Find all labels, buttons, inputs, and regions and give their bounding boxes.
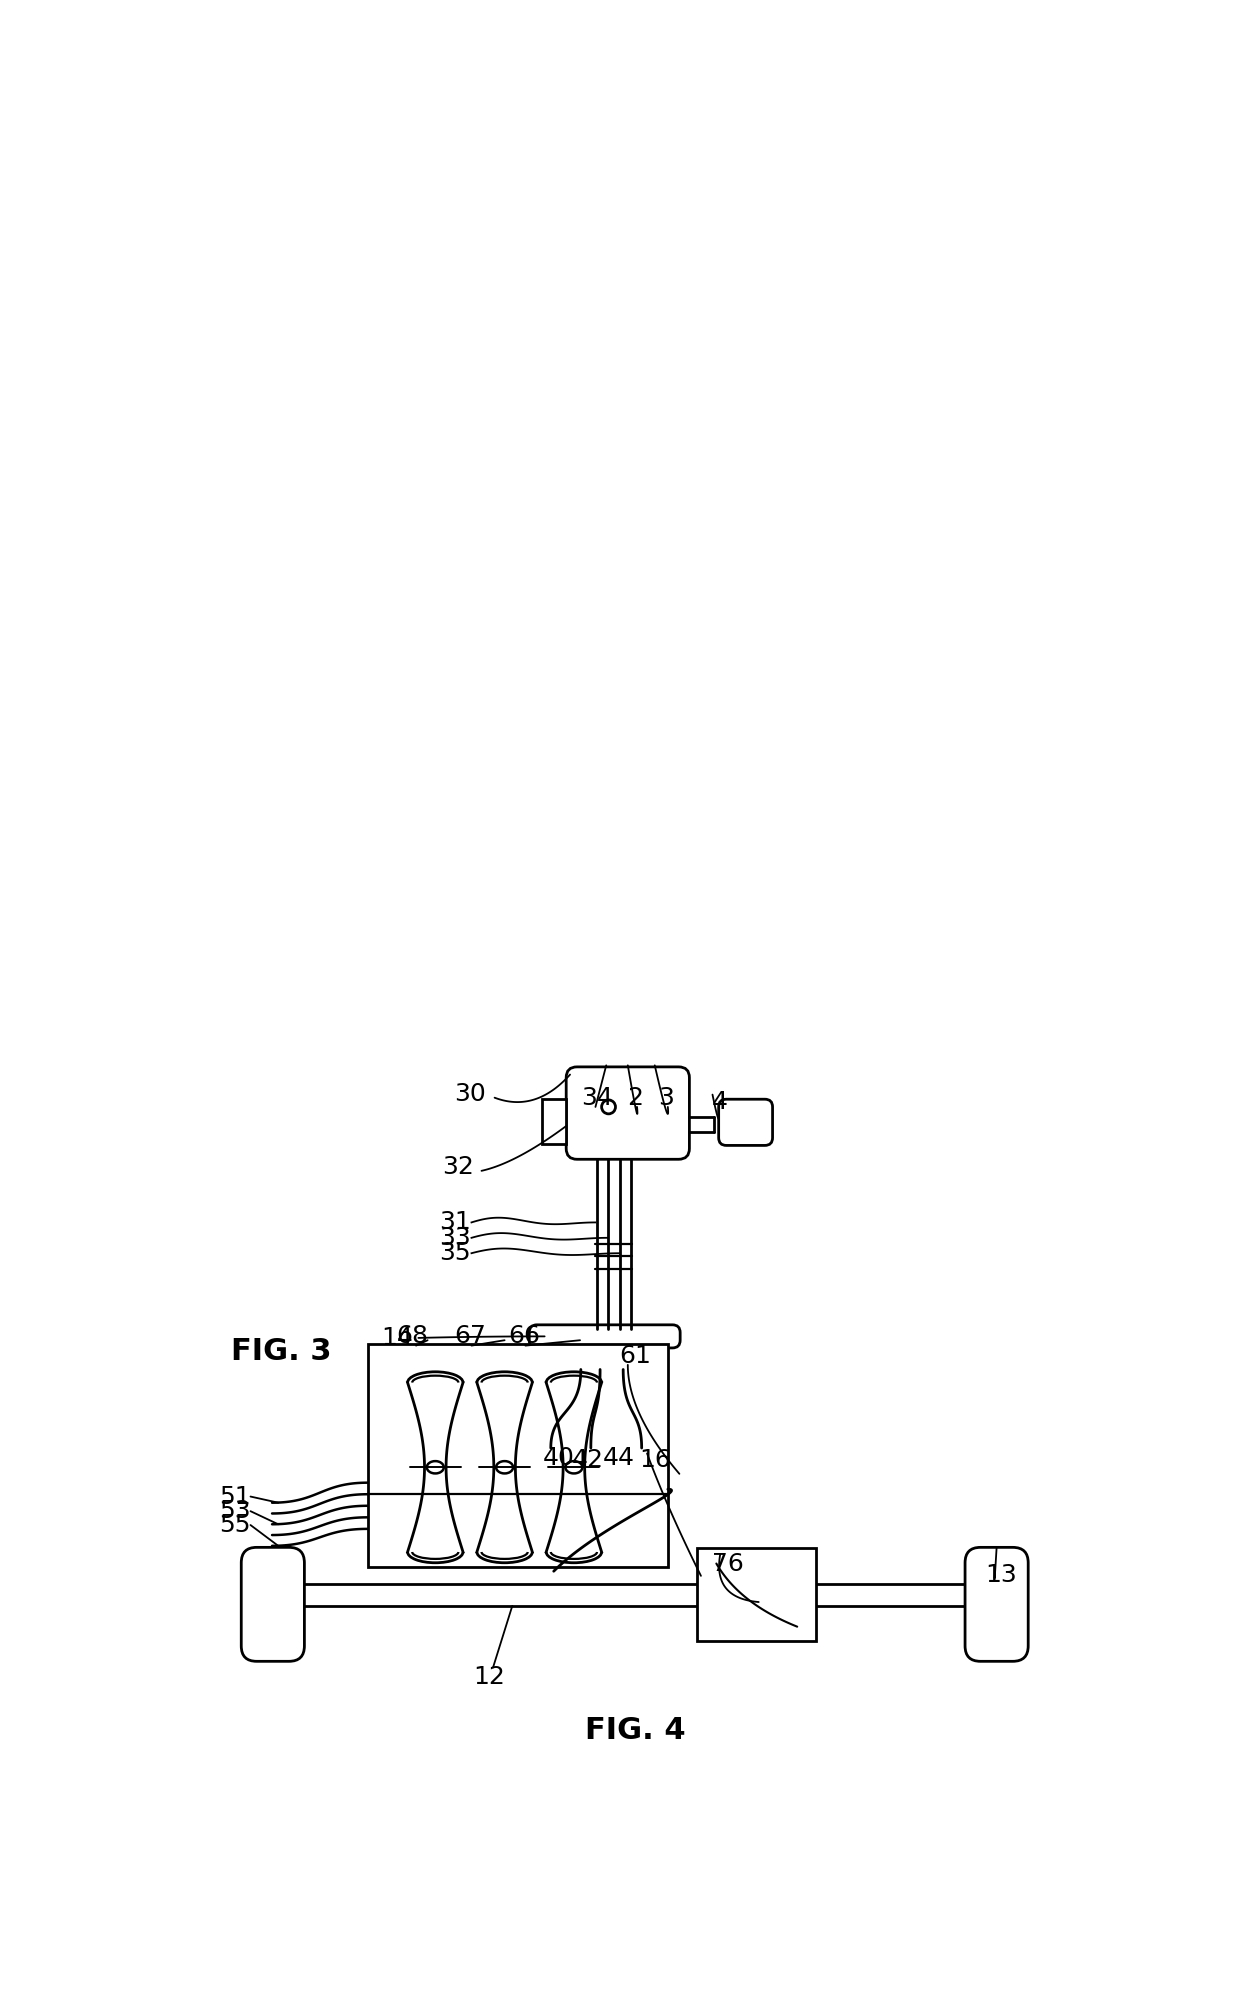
Bar <box>542 1099 567 1145</box>
Text: FIG. 3: FIG. 3 <box>231 1338 332 1366</box>
Text: 2: 2 <box>627 1086 644 1111</box>
Text: 61: 61 <box>620 1344 651 1368</box>
Text: 31: 31 <box>439 1211 470 1235</box>
Text: 34: 34 <box>582 1086 613 1111</box>
FancyBboxPatch shape <box>965 1547 1028 1662</box>
Text: 42: 42 <box>572 1447 604 1471</box>
FancyBboxPatch shape <box>567 1066 689 1159</box>
Text: 16: 16 <box>639 1447 671 1471</box>
Bar <box>620 1348 635 1370</box>
Text: 35: 35 <box>439 1241 470 1266</box>
Text: 68: 68 <box>397 1324 428 1348</box>
Text: FIG. 4: FIG. 4 <box>585 1716 686 1744</box>
Text: 67: 67 <box>454 1324 486 1348</box>
Text: 14: 14 <box>381 1326 413 1350</box>
Text: 13: 13 <box>986 1563 1017 1587</box>
Text: 76: 76 <box>712 1551 744 1575</box>
Text: 44: 44 <box>603 1447 635 1471</box>
Text: 66: 66 <box>508 1324 539 1348</box>
Text: 12: 12 <box>474 1664 505 1688</box>
FancyBboxPatch shape <box>719 1099 773 1145</box>
Bar <box>599 1348 614 1370</box>
Bar <box>303 1583 967 1606</box>
Text: 55: 55 <box>219 1513 250 1537</box>
FancyBboxPatch shape <box>529 1324 681 1348</box>
Bar <box>697 1547 816 1640</box>
Text: 51: 51 <box>219 1485 250 1509</box>
Text: 3: 3 <box>658 1086 675 1111</box>
Text: 33: 33 <box>439 1225 470 1249</box>
Circle shape <box>601 1101 615 1115</box>
Text: 40: 40 <box>543 1447 574 1471</box>
Text: 32: 32 <box>443 1155 475 1179</box>
Text: 53: 53 <box>219 1499 250 1523</box>
FancyBboxPatch shape <box>242 1547 304 1662</box>
Text: 30: 30 <box>454 1082 486 1107</box>
Text: 4: 4 <box>712 1091 728 1113</box>
Bar <box>367 1344 668 1567</box>
Bar <box>578 1348 593 1370</box>
